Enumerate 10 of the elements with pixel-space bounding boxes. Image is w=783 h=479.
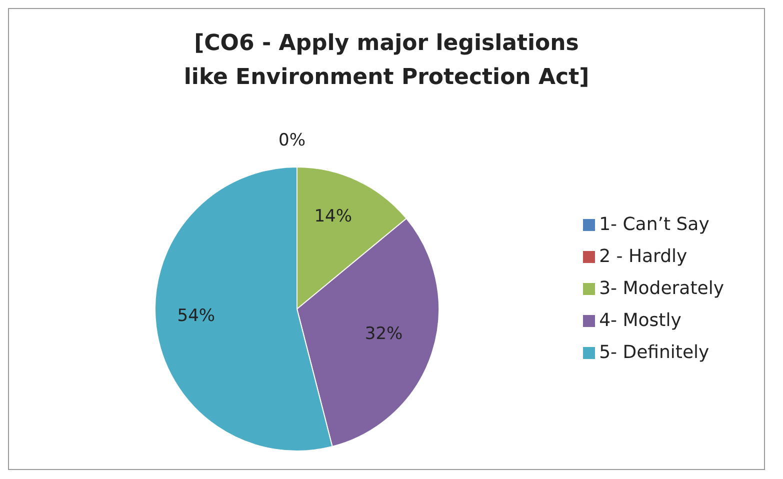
legend-label: 3- Moderately (599, 278, 724, 299)
chart-title: [CO6 - Apply major legislations like Environment Protection Act] (182, 30, 590, 92)
text: 0% (278, 130, 306, 151)
legend-label: 2 - Hardly (599, 246, 688, 267)
legend-label: 1- Can’t Say (599, 214, 710, 235)
legend-label: 5- Definitely (599, 342, 710, 363)
data-label: 32% (364, 324, 403, 344)
data-label: 14% (314, 206, 352, 227)
data-label: 54% (177, 306, 216, 326)
legend-label: 4- Mostly (599, 310, 682, 331)
